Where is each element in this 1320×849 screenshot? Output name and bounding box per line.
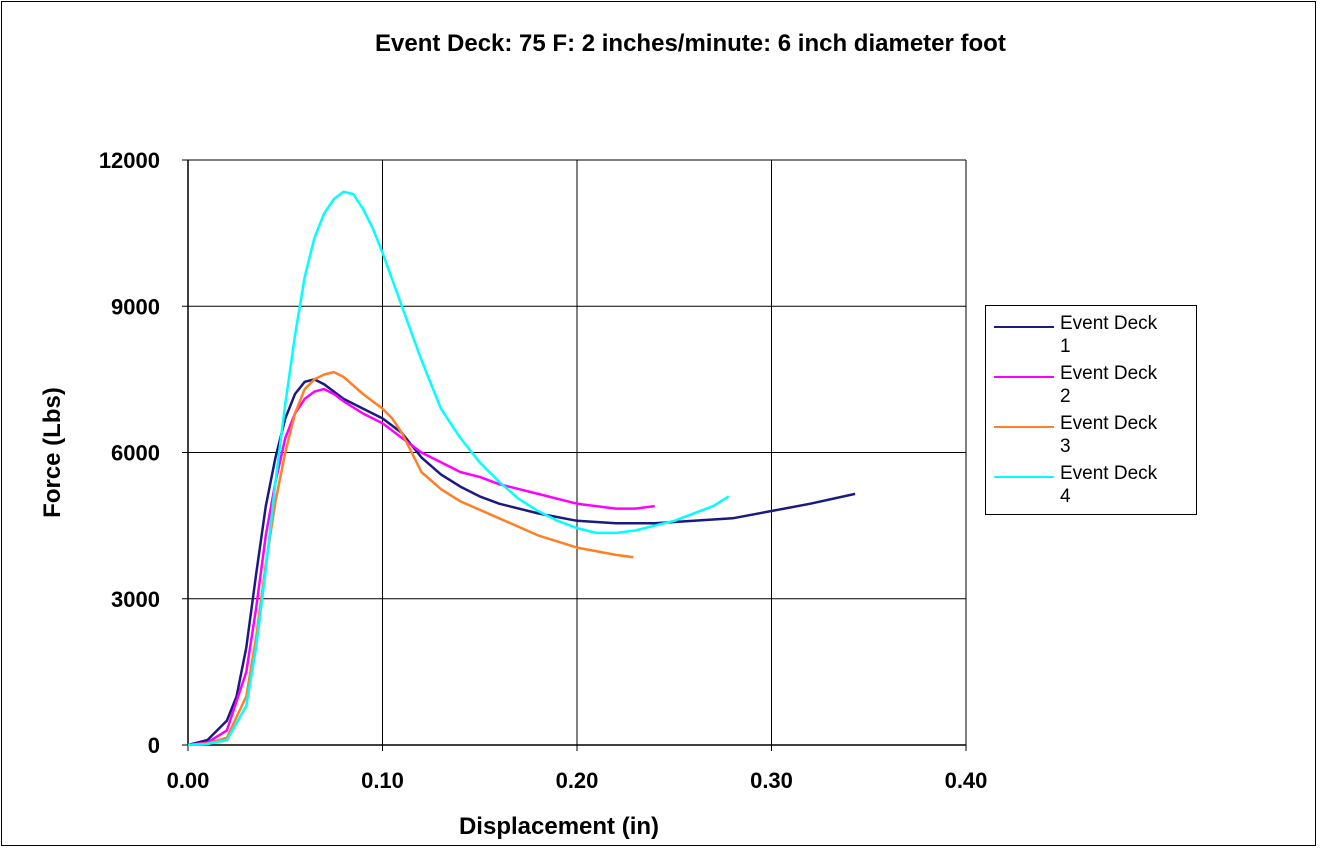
series-line-event-deck-1 (187, 378, 856, 747)
legend-label-event-deck-2: Event Deck 2 (1060, 363, 1158, 407)
legend: Event Deck 1 Event Deck 2 Event Deck 3 Even… (985, 305, 1197, 515)
legend-item-event-deck-2: Event Deck 2 (986, 362, 1196, 414)
legend-item-event-deck-1: Event Deck 1 (986, 312, 1196, 364)
y-tick-label-3: 9000 (111, 294, 160, 319)
x-tick-label-1: 0.10 (361, 768, 404, 793)
x-tick-label-4: 0.40 (945, 768, 988, 793)
legend-label-event-deck-3: Event Deck 3 (1060, 413, 1158, 457)
y-tick-label-0: 0 (148, 733, 160, 758)
chart-title: Event Deck: 75 F: 2 inches/minute: 6 inc… (375, 30, 1006, 57)
y-tick-label-4: 12000 (99, 148, 160, 173)
x-axis-title: Displacement (in) (459, 813, 659, 840)
legend-swatch-event-deck-3 (994, 426, 1054, 428)
y-tick-label-2: 6000 (111, 441, 160, 466)
series-line-event-deck-4 (187, 190, 730, 747)
legend-item-event-deck-3: Event Deck 3 (986, 412, 1196, 464)
legend-swatch-event-deck-4 (994, 476, 1054, 478)
legend-item-event-deck-4: Event Deck 4 (986, 462, 1196, 514)
y-tick-label-1: 3000 (111, 587, 160, 612)
legend-swatch-event-deck-2 (994, 376, 1054, 378)
series-line-event-deck-2 (187, 387, 655, 747)
series-line-event-deck-3 (187, 370, 634, 747)
y-axis-title: Force (Lbs) (39, 387, 66, 518)
x-tick-label-3: 0.30 (750, 768, 793, 793)
legend-swatch-event-deck-1 (994, 326, 1054, 328)
legend-label-event-deck-1: Event Deck 1 (1060, 313, 1158, 357)
legend-label-event-deck-4: Event Deck 4 (1060, 463, 1158, 507)
x-tick-label-0: 0.00 (167, 768, 210, 793)
x-tick-label-2: 0.20 (556, 768, 599, 793)
